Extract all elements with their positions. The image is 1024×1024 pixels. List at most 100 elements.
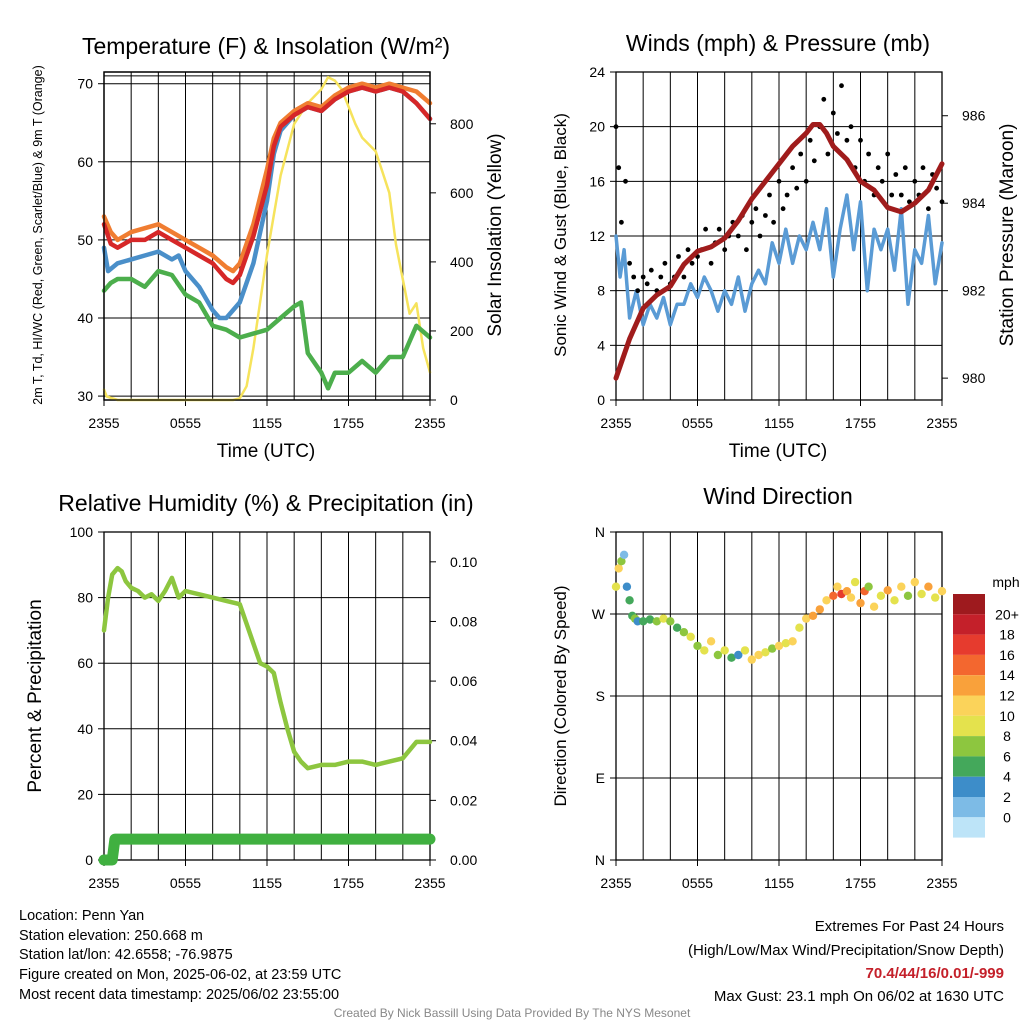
series-line-hiwc	[101, 268, 433, 391]
direction-point	[917, 589, 926, 599]
direction-point	[625, 596, 634, 605]
direction-point	[740, 646, 750, 655]
gust-point	[839, 83, 844, 89]
colorbar-swatch	[953, 614, 985, 635]
direction-point	[890, 596, 899, 605]
gust-point	[722, 247, 728, 253]
direction-point	[700, 646, 709, 655]
direction-point	[617, 557, 626, 566]
wind-y-tick-label: 20	[589, 119, 605, 135]
series-line-rh	[101, 565, 433, 771]
gust-point	[835, 131, 840, 136]
direction-point	[614, 564, 623, 573]
solar-axis-label: Solar Insolation (Yellow)	[485, 133, 506, 336]
temp-x-tick-label: 2355	[88, 415, 119, 431]
station-elevation: Station elevation: 250.668 m	[19, 928, 203, 944]
gust-point	[780, 206, 786, 212]
direction-point	[869, 602, 879, 611]
series-line-precip	[98, 833, 436, 866]
direction-point	[897, 582, 906, 591]
wind-x-tick-label: 2355	[600, 415, 631, 431]
colorbar-swatch	[953, 817, 985, 838]
wdir-x-tick-label: 1755	[845, 875, 876, 891]
gust-point	[898, 192, 904, 198]
direction-point	[931, 593, 940, 602]
rh-right-tick-label: 0.06	[450, 673, 477, 689]
direction-point	[747, 655, 756, 664]
colorbar-label: 0	[1003, 809, 1011, 825]
direction-point	[659, 614, 668, 623]
temp-right-tick-label: 400	[450, 254, 474, 270]
wind-left-axis-label: Sonic Wind & Gust (Blue, Black)	[551, 113, 570, 357]
direction-point	[802, 614, 811, 623]
gust-point	[866, 151, 871, 157]
rh-right-tick-label: 0.10	[450, 554, 477, 570]
rh-y-tick-label: 80	[77, 590, 93, 606]
temp-y-tick-label: 40	[77, 310, 93, 326]
gust-point	[794, 185, 800, 191]
direction-point	[720, 646, 729, 655]
gust-point	[658, 274, 664, 280]
direction-point	[611, 582, 621, 591]
direction-point	[768, 644, 777, 653]
temp-y-tick-label: 50	[77, 232, 93, 248]
pressure-axis-label: Station Pressure (Maroon)	[997, 124, 1018, 347]
gust-point	[735, 233, 741, 239]
direction-point	[672, 623, 682, 632]
direction-point	[924, 582, 933, 591]
wdir-x-tick-label: 2355	[926, 875, 957, 891]
gust-point	[689, 260, 695, 266]
rh-y-tick-label: 20	[77, 786, 93, 802]
humidity-title: Relative Humidity (%) & Precipitation (i…	[58, 490, 473, 516]
colorbar-label: 10	[999, 708, 1015, 724]
gust-point	[716, 226, 722, 232]
rh-right-tick-label: 0.08	[450, 613, 477, 629]
wind-x-tick-label: 0555	[682, 415, 713, 431]
direction-point	[876, 591, 886, 600]
gust-point	[767, 192, 772, 198]
extremes-subtitle: (High/Low/Max Wind/Precipitation/Snow De…	[688, 942, 1004, 959]
max-gust: Max Gust: 23.1 mph On 06/02 at 1630 UTC	[713, 988, 1004, 1005]
rh-x-tick-label: 0555	[170, 875, 201, 891]
figure-created: Figure created on Mon, 2025-06-02, at 23…	[19, 967, 342, 983]
direction-point	[910, 577, 919, 587]
rh-y-tick-label: 40	[77, 721, 93, 737]
temp-x-tick-label: 0555	[170, 415, 201, 431]
wind-direction-left-axis-label: Direction (Colored By Speed)	[551, 585, 570, 806]
rh-x-tick-label: 2355	[88, 875, 119, 891]
wind-y-tick-label: 4	[597, 337, 605, 353]
gust-point	[662, 260, 668, 266]
gust-point	[631, 274, 637, 280]
temp-right-tick-label: 600	[450, 185, 474, 201]
direction-point	[686, 632, 695, 641]
wdir-y-tick-label: N	[595, 524, 605, 540]
direction-point	[856, 598, 865, 608]
colorbar-swatch	[953, 634, 985, 655]
direction-point	[829, 591, 838, 600]
wdir-y-tick-label: W	[592, 606, 606, 622]
temp-right-tick-label: 200	[450, 323, 474, 339]
colorbar-swatch	[953, 695, 985, 716]
colorbar-swatch	[953, 654, 985, 676]
wind-direction-title: Wind Direction	[703, 483, 853, 509]
most-recent-timestamp: Most recent data timestamp: 2025/06/02 2…	[19, 987, 340, 1003]
credit-line: Created By Nick Bassill Using Data Provi…	[333, 1006, 691, 1020]
direction-point	[883, 586, 892, 595]
direction-point	[774, 641, 784, 651]
gust-point	[803, 178, 809, 184]
direction-point	[754, 650, 763, 660]
rh-right-tick-label: 0.04	[450, 733, 477, 749]
gust-point	[811, 158, 817, 164]
temp-x-tick-label: 1755	[333, 415, 364, 431]
direction-point	[734, 650, 743, 660]
direction-point	[639, 617, 648, 626]
wind-y-tick-label: 8	[597, 283, 605, 299]
direction-point	[937, 587, 947, 596]
gust-point	[771, 219, 776, 225]
colorbar-label: 2	[1003, 789, 1011, 805]
gust-point	[807, 137, 813, 143]
gust-point	[776, 178, 782, 184]
direction-point	[795, 623, 804, 632]
wind-title: Winds (mph) & Pressure (mb)	[626, 30, 930, 56]
wind-panel: Winds (mph) & Pressure (mb) Sonic Wind &…	[551, 30, 1018, 462]
